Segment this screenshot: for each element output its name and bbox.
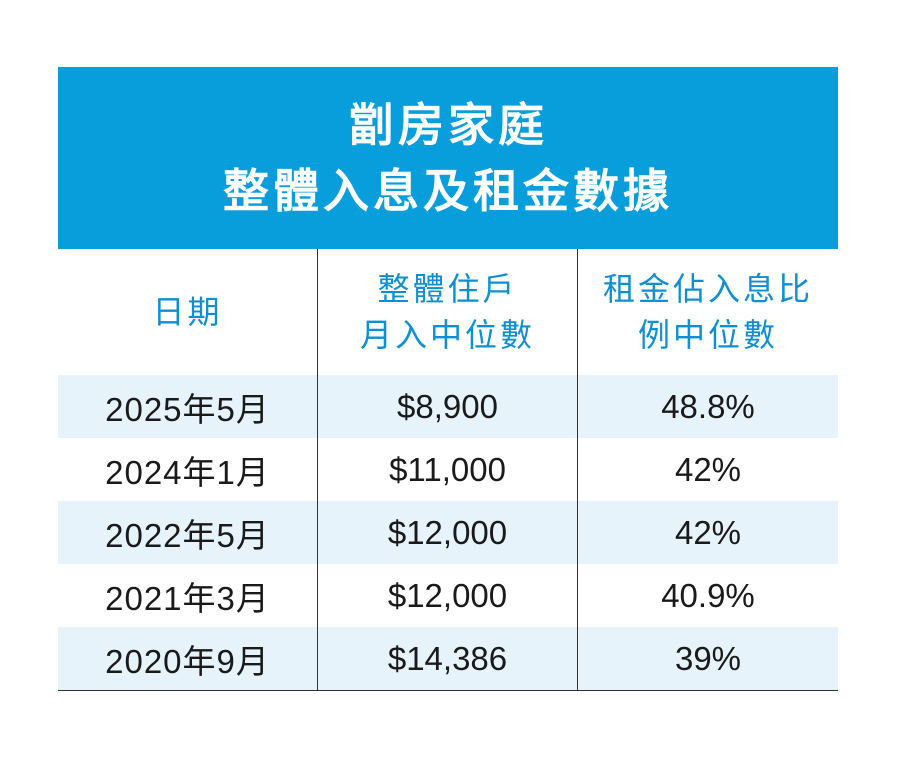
cell-income: $12,000 <box>318 501 578 564</box>
header-date: 日期 <box>58 249 318 375</box>
cell-date: 2020年9月 <box>58 627 318 690</box>
header-income-line-2: 月入中位數 <box>359 316 535 354</box>
table-row: 2021年3月 $12,000 40.9% <box>58 564 838 627</box>
cell-ratio: 48.8% <box>661 387 755 425</box>
cell-ratio: 42% <box>674 513 742 551</box>
header-income: 整體住戶 月入中位數 <box>318 249 578 375</box>
column-header-row: 日期 整體住戶 月入中位數 租金佔入息比 例中位數 <box>58 249 838 375</box>
cell-ratio: 39% <box>674 639 742 677</box>
cell-ratio: 40.9% <box>661 576 755 614</box>
cell-date: 2021年3月 <box>58 564 318 627</box>
table-title: 劏房家庭 整體入息及租金數據 <box>58 67 838 249</box>
data-table: 劏房家庭 整體入息及租金數據 日期 整體住戶 月入中位數 租金佔入息比 例中位數… <box>58 67 838 691</box>
cell-ratio: 42% <box>674 450 742 488</box>
cell-date: 2024年1月 <box>58 438 318 501</box>
cell-date: 2025年5月 <box>58 375 318 438</box>
table-title-line-2: 整體入息及租金數據 <box>223 164 673 218</box>
table-bottom-rule <box>58 690 838 691</box>
header-ratio-line-1: 租金佔入息比 <box>602 270 813 308</box>
header-date-label: 日期 <box>152 293 223 331</box>
cell-income: $11,000 <box>318 438 578 501</box>
table-row: 2022年5月 $12,000 42% <box>58 501 838 564</box>
table-row: 2025年5月 $8,900 48.8% <box>58 375 838 438</box>
header-ratio: 租金佔入息比 例中位數 <box>578 249 838 375</box>
table-row: 2024年1月 $11,000 42% <box>58 438 838 501</box>
header-ratio-line-2: 例中位數 <box>637 316 778 354</box>
table-row: 2020年9月 $14,386 39% <box>58 627 838 690</box>
cell-income: $12,000 <box>318 564 578 627</box>
header-income-line-1: 整體住戶 <box>377 270 518 308</box>
cell-date: 2022年5月 <box>58 501 318 564</box>
cell-income: $14,386 <box>318 627 578 690</box>
table-title-line-1: 劏房家庭 <box>348 98 548 152</box>
cell-income: $8,900 <box>318 375 578 438</box>
